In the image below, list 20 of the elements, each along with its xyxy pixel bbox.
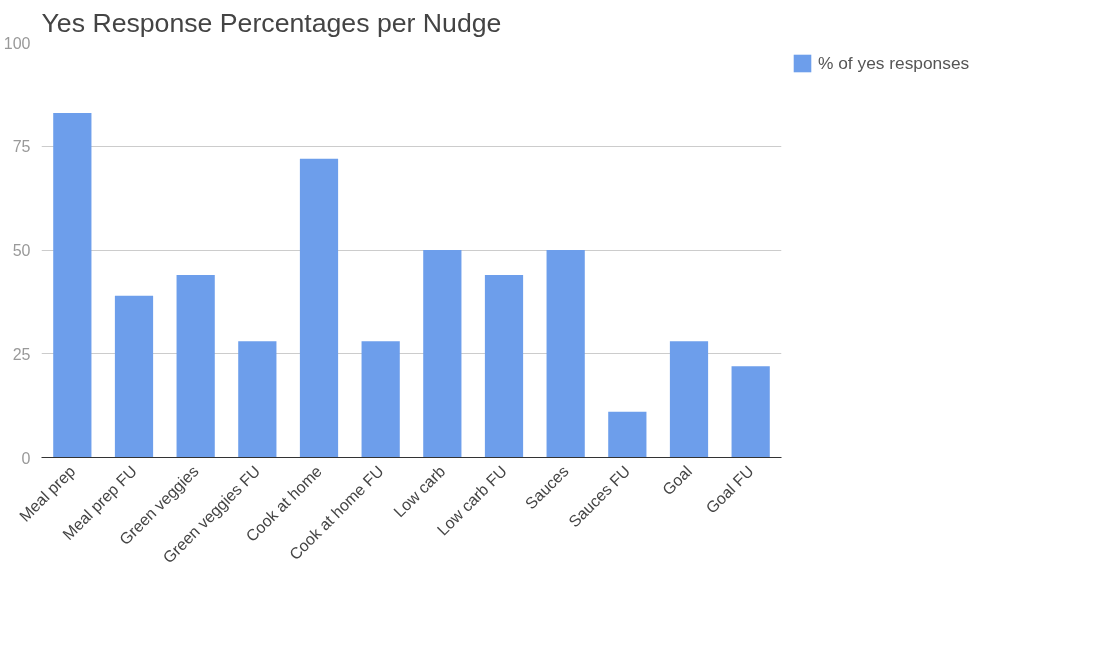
- y-tick-label: 50: [12, 242, 31, 259]
- y-tick-label: 0: [21, 449, 31, 467]
- bar: [299, 158, 339, 458]
- x-tick-label: Low carb: [390, 462, 449, 521]
- y-tick-label: 75: [12, 138, 31, 156]
- bar: [114, 295, 154, 458]
- y-tick-label: 100: [3, 34, 31, 52]
- bar: [731, 366, 770, 458]
- bar: [423, 250, 462, 458]
- bar: [608, 411, 647, 458]
- chart-title: Yes Response Percentages per Nudge: [41, 7, 502, 38]
- bar: [176, 274, 215, 458]
- bar: [669, 341, 709, 458]
- bar: [546, 250, 585, 458]
- bar: [361, 341, 400, 458]
- y-tick-label: 25: [12, 345, 31, 363]
- bar: [238, 341, 277, 458]
- legend-label: % of yes responses: [818, 52, 970, 74]
- bar: [484, 274, 524, 458]
- bar: [53, 113, 92, 458]
